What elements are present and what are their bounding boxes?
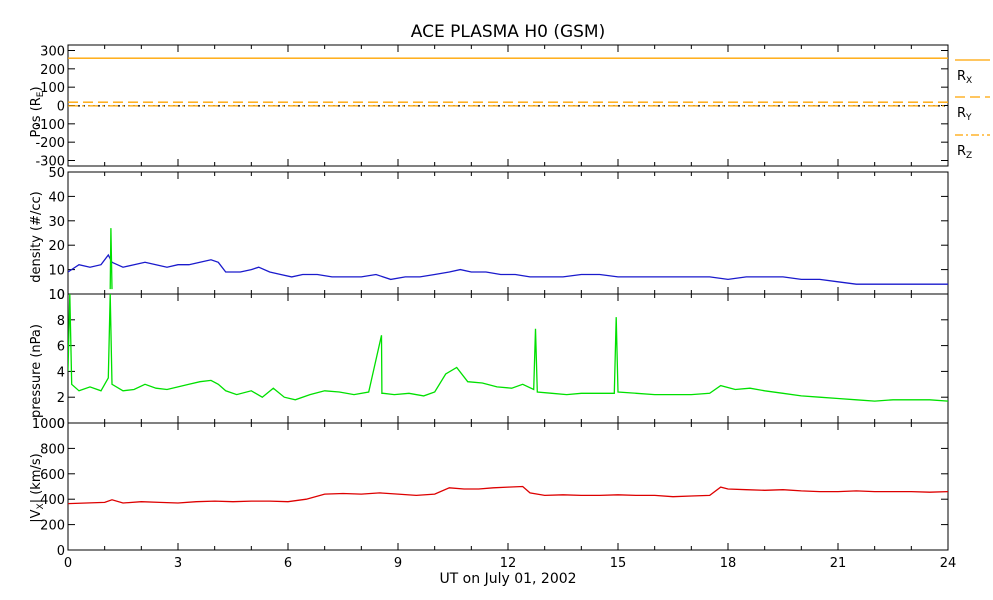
panel-vx: 1000 800 600 400 200 0 |VX| (km/s) [29, 417, 949, 559]
y-tick-label: 2 [57, 391, 65, 406]
series-line-vx [68, 485, 948, 505]
panel-pressure: 10 8 6 4 2 0 pressure (nPa) [29, 288, 949, 432]
y-axis-label: |VX| (km/s) [29, 453, 46, 522]
series-line-density [68, 253, 948, 285]
legend-label: RZ [957, 144, 972, 161]
y-tick-label: 4 [57, 365, 65, 380]
y-tick-label: 0 [57, 417, 65, 432]
y-tick-label: 40 [48, 190, 65, 205]
x-tick-label: 9 [394, 556, 402, 571]
y-tick-label: 100 [40, 81, 65, 96]
y-tick-label: -300 [35, 155, 65, 170]
legend-label: RX [957, 69, 972, 86]
x-tick-label: 3 [174, 556, 182, 571]
x-tick-label: 0 [64, 556, 72, 571]
x-axis-label: UT on July 01, 2002 [439, 571, 576, 587]
panel-pos: 300 200 100 0 -100 -200 -300 Pos (RE) [29, 44, 949, 170]
y-tick-label: 600 [40, 468, 65, 483]
y-axis-label: pressure (nPa) [29, 324, 44, 418]
series-line-pressure [68, 294, 948, 402]
legend: RX RY RZ [955, 59, 990, 161]
x-tick-label: 21 [830, 556, 847, 571]
legend-label: RY [957, 106, 972, 123]
x-tick-label: 15 [610, 556, 627, 571]
y-tick-label: 400 [40, 493, 65, 508]
panel-frame [67, 171, 949, 295]
y-axis-label-text: |V [29, 509, 44, 522]
y-axis-label-end: ) [29, 86, 44, 91]
y-tick-label: 8 [57, 314, 65, 329]
y-tick-label: -100 [35, 118, 65, 133]
y-axis-label-text: Pos (R [29, 97, 44, 137]
series-line-density-1 [109, 228, 113, 290]
y-tick-label: 200 [40, 519, 65, 534]
y-tick-label: 10 [48, 264, 65, 279]
y-axis-label-sub: E [36, 91, 46, 97]
y-tick-label: 6 [57, 340, 65, 355]
y-tick-label: 300 [40, 45, 65, 60]
y-axis-label-end: | (km/s) [29, 453, 44, 503]
y-tick-label: -200 [35, 136, 65, 151]
x-tick-label: 18 [720, 556, 737, 571]
y-axis-label-text: density (#/cc) [29, 191, 44, 283]
x-tick-labels: 0 3 6 9 12 15 18 21 24 [64, 556, 956, 571]
y-axis-label: density (#/cc) [29, 191, 44, 283]
y-tick-label: 20 [48, 239, 65, 254]
y-axis-label-sub: X [36, 503, 46, 509]
y-axis-label-text: pressure (nPa) [29, 324, 44, 418]
y-tick-label: 0 [57, 100, 65, 115]
y-tick-label: 0 [57, 544, 65, 559]
x-tick-label: 6 [284, 556, 292, 571]
y-tick-label: 30 [48, 215, 65, 230]
y-tick-label: 800 [40, 442, 65, 457]
y-tick-label: 1000 [32, 417, 65, 432]
y-tick-label: 0 [57, 288, 65, 303]
x-tick-label: 24 [940, 556, 957, 571]
y-tick-label: 50 [48, 166, 65, 181]
y-tick-label: 10 [48, 288, 65, 303]
y-axis-label: Pos (RE) [29, 86, 46, 137]
x-tick-label: 12 [500, 556, 517, 571]
chart-title: ACE PLASMA H0 (GSM) [411, 22, 605, 42]
y-tick-label: 200 [40, 63, 65, 78]
panel-frame [67, 293, 949, 424]
